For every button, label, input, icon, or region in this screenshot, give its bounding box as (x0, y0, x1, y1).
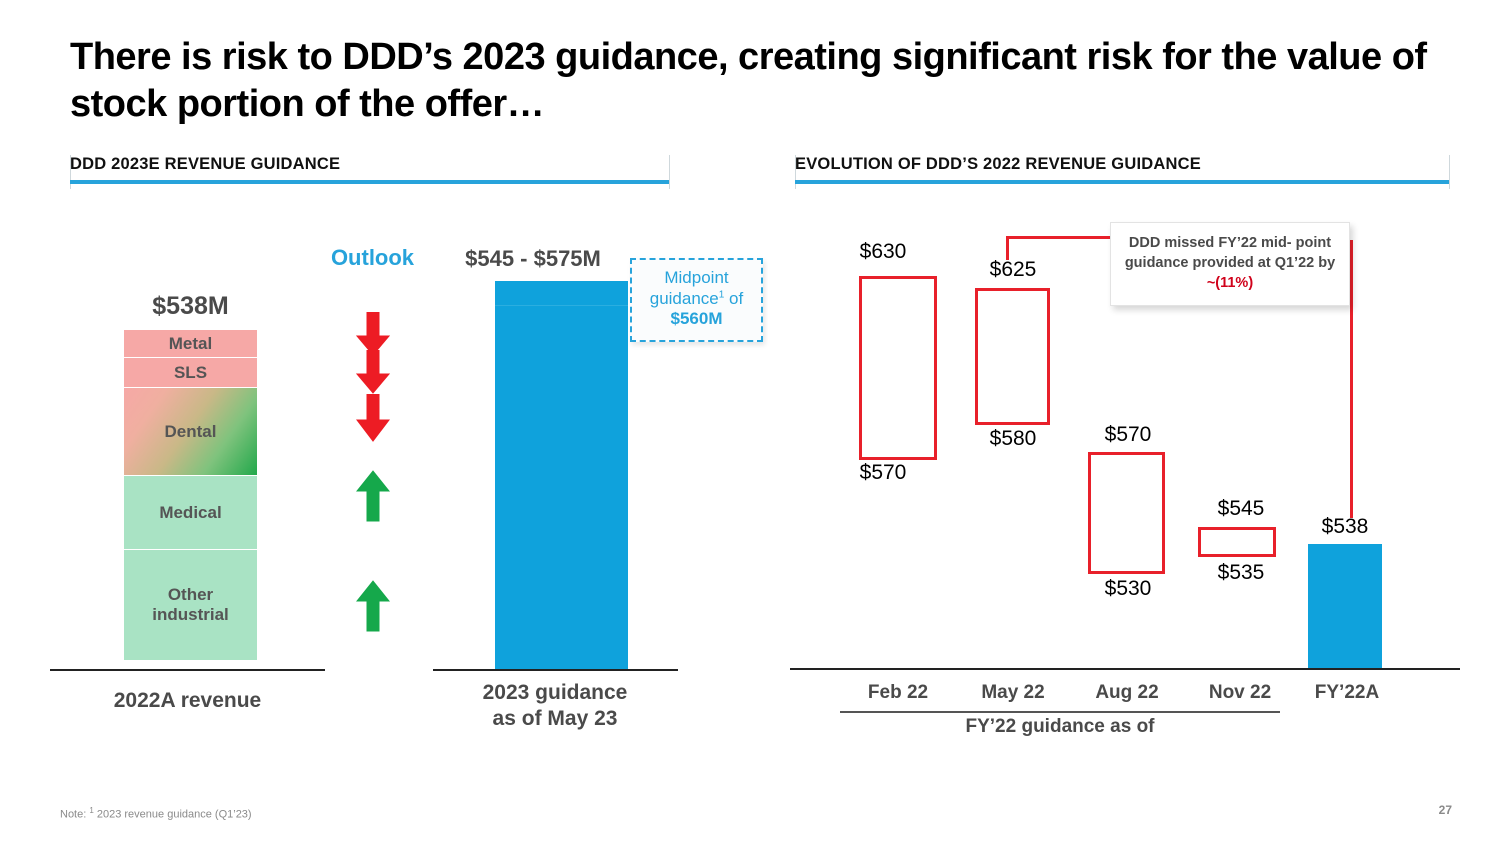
right-header-tick-end (1449, 155, 1450, 189)
callout-line2: guidance (649, 288, 719, 308)
bar-fy22a-actual (1308, 544, 1382, 668)
callout-line1: Midpoint (664, 268, 729, 287)
red-down-arrow (300, 350, 445, 394)
stack-segment-sls: SLS (124, 358, 257, 388)
midpoint-guidance-callout: Midpoint guidance1 of $560M (630, 258, 763, 343)
footnote-marker: 1 (89, 806, 94, 815)
page-title: There is risk to DDD’s 2023 guidance, cr… (70, 36, 1427, 126)
x-axis-2023-guidance (433, 669, 678, 671)
connector-horizontal-left (1006, 236, 1118, 239)
range-high-label-feb22: $630 (859, 240, 907, 263)
stack-segment-other-industrial: Other industrial (124, 550, 257, 660)
annotation-line2: point guidance provided at (1124, 235, 1332, 271)
connector-vertical-right (1350, 240, 1353, 518)
range-high-label-may22: $625 (989, 258, 1037, 281)
right-panel-header-rule (795, 180, 1450, 184)
x-group-label: FY’22 guidance as of (965, 716, 1155, 737)
right-header-tick-start (795, 155, 796, 189)
annotation-percent: ~(11%) (1206, 275, 1254, 291)
stacked-bar-2022a: Metal SLS Dental Medical Other industrial (124, 330, 257, 660)
range-box-aug22 (1088, 452, 1165, 574)
bar-2023-guidance (495, 281, 628, 670)
footnote-body: 2023 revenue guidance (Q1’23) (93, 808, 252, 821)
left-panel-header-label: DDD 2023E REVENUE GUIDANCE (70, 155, 341, 173)
range-box-nov22 (1198, 527, 1276, 557)
range-high-label-nov22: $545 (1217, 497, 1265, 520)
x-label-nov22: Nov 22 (1208, 682, 1272, 703)
x-label-fy22a: FY’22A (1314, 682, 1380, 703)
guidance-range-label: $545 - $575M (465, 246, 601, 271)
red-down-arrow (300, 312, 445, 356)
range-high-label-aug22: $570 (1104, 423, 1152, 446)
range-low-label-feb22: $570 (859, 461, 907, 484)
page-number: 27 (1438, 803, 1452, 817)
annotation-line3: Q1’22 by (1274, 255, 1336, 271)
stack-segment-medical: Medical (124, 476, 257, 550)
red-down-arrow (300, 394, 445, 442)
green-up-arrow (300, 470, 445, 522)
outlook-column-label: Outlook (330, 245, 415, 270)
footnote: Note: 1 2023 revenue guidance (Q1’23) (60, 806, 252, 821)
x-label-2023-guidance-line2: as of May 23 (492, 707, 618, 731)
x-axis-right (790, 668, 1460, 670)
x-label-aug22: Aug 22 (1095, 682, 1159, 703)
annotation-callout: DDD missed FY’22 mid- point guidance pro… (1110, 222, 1350, 306)
x-label-2022a-revenue: 2022A revenue (113, 689, 262, 712)
callout-value: $560M (670, 309, 723, 329)
stack-total-label: $538M (152, 292, 229, 320)
left-header-tick-end (669, 155, 670, 189)
callout-line2b: of (724, 288, 744, 308)
stack-segment-dental: Dental (124, 388, 257, 476)
range-box-may22 (975, 288, 1050, 425)
range-low-label-may22: $580 (989, 427, 1037, 450)
actual-value-label-fy22a: $538 (1321, 515, 1369, 538)
right-panel-header: EVOLUTION OF DDD’S 2022 REVENUE GUIDANCE (795, 155, 1450, 189)
x-axis-2022a (50, 669, 325, 671)
x-label-2023-guidance: 2023 guidance as of May 23 (425, 680, 685, 733)
range-box-feb22 (859, 276, 937, 460)
x-group-rule (840, 711, 1280, 713)
connector-vertical-left (1006, 236, 1009, 260)
x-label-may22: May 22 (981, 682, 1045, 703)
annotation-line1: DDD missed FY’22 mid- (1128, 235, 1292, 251)
bar-divider-line (495, 305, 628, 306)
range-low-label-aug22: $530 (1104, 577, 1152, 600)
footnote-prefix: Note: (60, 808, 90, 821)
left-panel-header-rule (70, 180, 670, 184)
left-header-tick-start (70, 155, 71, 189)
callout-footnote-marker: 1 (718, 289, 725, 301)
x-label-feb22: Feb 22 (867, 682, 929, 703)
range-low-label-nov22: $535 (1217, 561, 1265, 584)
x-label-2023-guidance-line1: 2023 guidance (482, 681, 628, 704)
green-up-arrow (300, 580, 445, 632)
stack-segment-metal: Metal (124, 330, 257, 358)
right-panel-header-label: EVOLUTION OF DDD’S 2022 REVENUE GUIDANCE (795, 155, 1201, 173)
left-panel-header: DDD 2023E REVENUE GUIDANCE (70, 155, 670, 189)
